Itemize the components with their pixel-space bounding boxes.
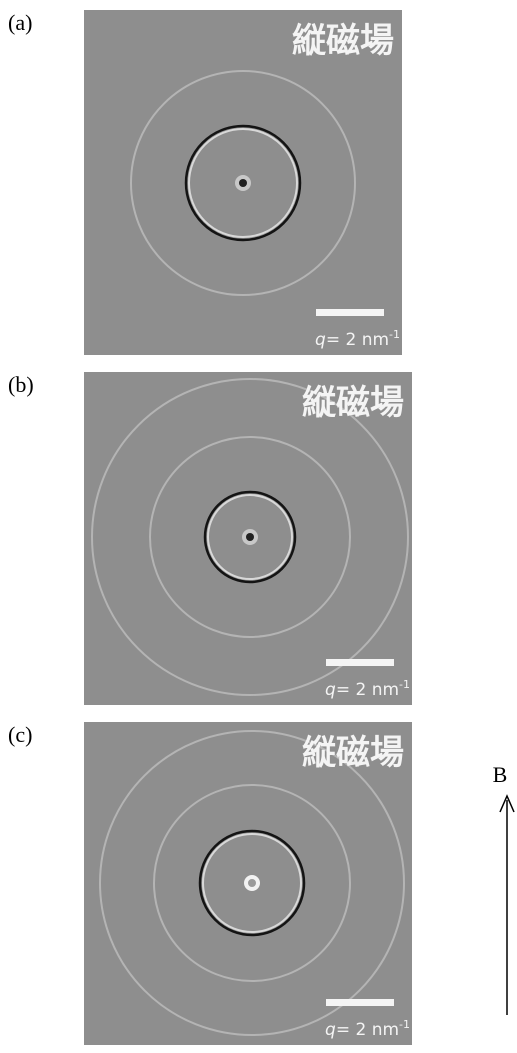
scale-text: q= 2 nm-1: [325, 678, 410, 700]
figure: B (a)縦磁場q= 2 nm-1(b)縦磁場q= 2 nm-1(c)縦磁場q=…: [0, 0, 517, 1053]
panel: 縦磁場 q= 2 nm-1: [84, 10, 402, 355]
scale-bar: [316, 309, 384, 316]
panel-title: 縦磁場: [302, 733, 404, 773]
scale-value: = 2 nm: [336, 680, 399, 700]
scale-symbol: q: [315, 330, 326, 350]
scale-exponent: -1: [399, 678, 410, 691]
scale-symbol: q: [325, 680, 336, 700]
panel: 縦磁場 q= 2 nm-1: [84, 372, 412, 705]
center-dot: [239, 179, 247, 187]
panel-title: 縦磁場: [292, 21, 394, 61]
center-dot: [246, 533, 254, 541]
field-label: B: [493, 762, 508, 787]
panel-label: (b): [8, 372, 34, 397]
center-dot: [248, 879, 256, 887]
scale-text: q= 2 nm-1: [325, 1018, 410, 1040]
scale-symbol: q: [325, 1020, 336, 1040]
panel: 縦磁場 q= 2 nm-1: [84, 722, 412, 1045]
scale-value: = 2 nm: [336, 1020, 399, 1040]
panel-title: 縦磁場: [302, 383, 404, 423]
scale-value: = 2 nm: [326, 330, 389, 350]
scale-exponent: -1: [389, 328, 400, 341]
scale-text: q= 2 nm-1: [315, 328, 400, 350]
panel-label: (c): [8, 722, 32, 747]
scale-exponent: -1: [399, 1018, 410, 1031]
scale-bar: [326, 999, 394, 1006]
scale-bar: [326, 659, 394, 666]
panel-label: (a): [8, 10, 32, 35]
